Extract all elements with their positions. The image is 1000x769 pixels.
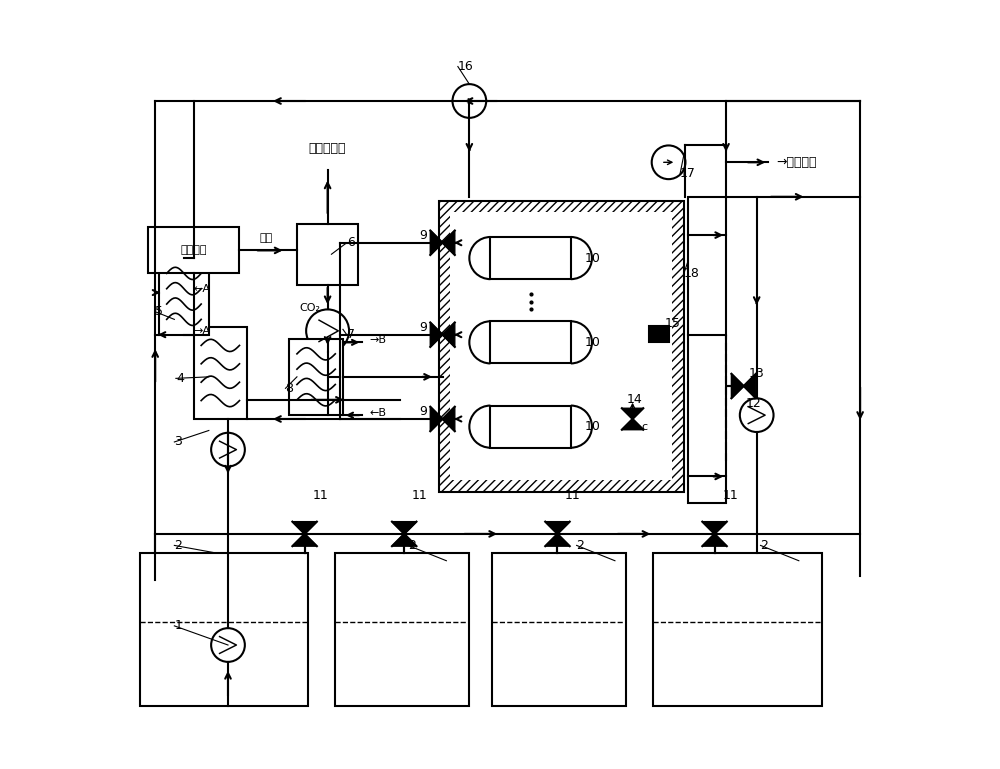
Text: 9: 9 — [420, 321, 427, 334]
Text: 10: 10 — [584, 420, 600, 433]
Text: 14: 14 — [626, 393, 642, 406]
Bar — [297, 224, 358, 285]
Text: 10: 10 — [584, 251, 600, 265]
Text: →B: →B — [370, 335, 387, 345]
Bar — [335, 553, 469, 706]
Bar — [148, 228, 239, 274]
Polygon shape — [622, 408, 643, 419]
Bar — [140, 553, 308, 706]
Text: 1: 1 — [174, 619, 182, 632]
Text: 9: 9 — [420, 228, 427, 241]
Text: 2: 2 — [761, 539, 768, 552]
Polygon shape — [292, 521, 317, 534]
Bar — [490, 321, 571, 364]
Bar — [490, 237, 571, 279]
Text: 4: 4 — [176, 372, 184, 384]
Polygon shape — [731, 374, 744, 398]
Text: 11: 11 — [412, 489, 428, 502]
Text: 2: 2 — [577, 539, 584, 552]
Text: c: c — [642, 421, 648, 431]
Text: 3: 3 — [174, 435, 182, 448]
Text: 9: 9 — [420, 404, 427, 418]
Polygon shape — [702, 521, 727, 534]
Text: 11: 11 — [312, 489, 328, 502]
Text: ←A: ←A — [194, 284, 211, 294]
Text: →A: →A — [194, 326, 211, 336]
Text: 11: 11 — [565, 489, 581, 502]
Polygon shape — [702, 534, 727, 546]
Text: 2: 2 — [174, 539, 182, 552]
Text: 8: 8 — [285, 382, 293, 394]
Bar — [439, 201, 684, 491]
Text: 15: 15 — [665, 317, 681, 330]
Polygon shape — [443, 231, 455, 255]
Text: 7: 7 — [347, 328, 355, 341]
Polygon shape — [443, 322, 455, 347]
Bar — [289, 338, 343, 415]
Bar — [159, 258, 209, 335]
Polygon shape — [430, 322, 443, 347]
Text: 13: 13 — [749, 367, 765, 380]
Polygon shape — [292, 534, 317, 546]
Text: 6: 6 — [347, 236, 355, 249]
Bar — [688, 197, 726, 503]
Polygon shape — [392, 534, 416, 546]
Polygon shape — [545, 534, 570, 546]
Bar — [492, 553, 626, 706]
Text: 船舶主机: 船舶主机 — [180, 245, 207, 255]
Bar — [194, 327, 247, 419]
Bar — [653, 553, 822, 706]
Text: →陆地接收: →陆地接收 — [776, 156, 816, 169]
Polygon shape — [443, 407, 455, 431]
Text: 烟气: 烟气 — [260, 233, 273, 243]
Text: 12: 12 — [745, 397, 761, 410]
Text: 11: 11 — [722, 489, 738, 502]
Text: 18: 18 — [684, 267, 700, 280]
Text: 剩余排大气: 剩余排大气 — [309, 141, 346, 155]
Text: 5: 5 — [155, 305, 163, 318]
Bar — [649, 325, 669, 342]
Polygon shape — [392, 521, 416, 534]
Polygon shape — [430, 231, 443, 255]
Polygon shape — [744, 374, 756, 398]
Text: CO₂: CO₂ — [299, 303, 320, 313]
Text: 2: 2 — [408, 539, 416, 552]
Text: 16: 16 — [458, 60, 474, 73]
Polygon shape — [545, 521, 570, 534]
Polygon shape — [430, 407, 443, 431]
Bar — [450, 212, 672, 481]
Bar — [490, 405, 571, 448]
Text: 10: 10 — [584, 336, 600, 349]
Text: 17: 17 — [680, 168, 696, 180]
Text: ←B: ←B — [370, 408, 387, 418]
Polygon shape — [622, 419, 643, 430]
